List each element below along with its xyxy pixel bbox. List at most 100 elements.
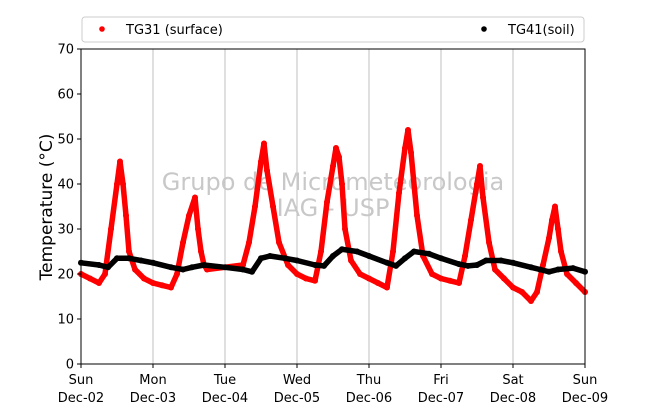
data-point [159,282,165,289]
y-tick-label: 40 [57,178,74,193]
data-point [294,271,300,277]
x-tick-label-day: Sun [573,373,598,388]
y-tick-label: 20 [57,268,74,283]
x-tick-label-date: Dec-02 [58,391,104,406]
data-point [333,145,339,151]
data-point [198,248,204,255]
data-point [402,145,408,151]
data-point [573,280,579,286]
data-point [411,248,417,255]
x-axis: Sun Dec-02 Mon Dec-03 Tue Dec-04 Wed Dec-05 Thu D… [58,364,608,406]
data-marks [78,127,588,304]
legend-label-surface: TG31 (surface) [125,23,223,38]
data-point [438,275,444,282]
data-point [312,277,318,284]
data-point [510,259,516,266]
data-point [330,163,336,169]
data-point [339,181,345,187]
legend-frame [81,16,585,43]
data-point [114,181,120,187]
data-point [141,275,147,282]
data-point [174,271,180,277]
legend: TG31 (surface) TG41(soil) [81,16,585,43]
data-point [336,154,342,160]
x-tick-label-day: Fri [433,373,449,388]
data-point [405,127,411,133]
data-point [537,266,543,273]
x-tick-label-day: Mon [139,373,166,388]
data-point [186,212,192,219]
data-point [201,262,207,268]
data-point [552,203,558,210]
y-tick-label: 10 [57,313,74,328]
data-point [555,226,561,232]
data-point [240,266,246,273]
data-point [477,163,483,169]
data-point [123,212,129,219]
data-point [96,262,102,268]
x-tick-label-day: Sat [502,373,523,388]
data-point [366,253,372,259]
data-point [456,280,462,286]
data-point [252,203,258,210]
data-point [168,284,174,291]
data-point [264,167,270,174]
series-surface [78,127,588,304]
data-point [534,289,540,295]
data-point [393,262,399,269]
data-point [426,250,432,257]
data-point [390,248,396,255]
watermark-line-2: IAG - USP [277,194,390,222]
data-point [303,275,309,282]
data-point [501,275,507,282]
legend-marker-soil [481,26,487,32]
data-point [408,149,414,156]
data-point [366,275,372,282]
y-axis-label: Temperature (°C) [37,134,57,282]
x-tick-label-date: Dec-08 [490,391,536,406]
data-point [375,280,381,286]
data-point [414,212,420,219]
data-point [564,271,570,277]
data-point [258,158,264,165]
data-point [249,268,255,275]
data-point [117,158,123,165]
y-tick-label: 60 [57,88,74,103]
data-point [342,226,348,232]
data-point [150,280,156,286]
data-point [312,262,318,268]
x-tick-label-date: Dec-07 [418,391,464,406]
legend-label-soil: TG41(soil) [507,23,575,38]
data-point [294,257,300,264]
x-tick-label-date: Dec-06 [346,391,392,406]
data-point [132,266,138,273]
plot-frame [80,48,586,365]
data-point [138,257,144,264]
data-point [324,199,330,205]
legend-marker-surface [99,26,105,32]
data-point [180,266,186,273]
data-point [474,262,480,268]
data-point [498,257,504,264]
data-point [486,239,492,246]
data-point [102,271,108,277]
data-point [318,248,324,255]
data-point [462,253,468,259]
data-point [510,284,516,291]
data-point [285,262,291,268]
data-point [96,280,102,286]
data-point [528,298,534,304]
data-point [240,262,246,268]
data-point [180,239,186,246]
data-point [222,264,228,271]
data-point [540,262,546,268]
series-soil [78,246,588,275]
data-point [465,262,471,269]
x-tick-label-date: Dec-05 [274,391,320,406]
data-point [246,239,252,246]
data-point [558,248,564,255]
data-point [570,265,576,272]
data-point [348,257,354,264]
data-point [195,226,201,232]
